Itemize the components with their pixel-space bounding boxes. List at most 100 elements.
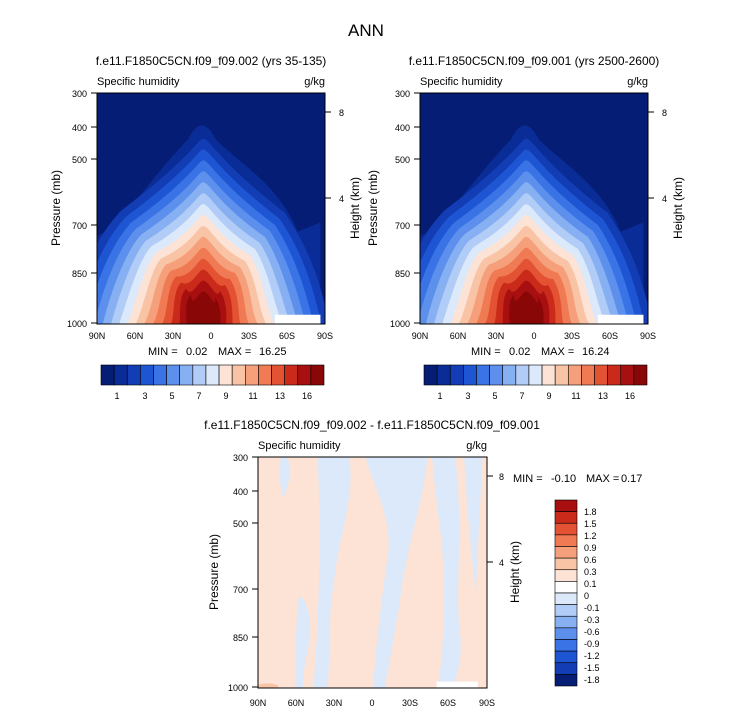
colorbar-swatch	[310, 364, 325, 386]
x-tick-label: 60N	[450, 331, 467, 341]
colorbar-swatch	[554, 604, 578, 617]
max-label: MAX =	[541, 346, 574, 358]
x-tick-label: 30S	[402, 698, 418, 708]
colorbar-swatch	[271, 364, 285, 386]
x-tick-label: 90N	[89, 331, 106, 341]
colorbar-swatch	[554, 499, 578, 512]
x-tick-label: 0	[531, 331, 536, 341]
min-value: -0.10	[551, 473, 576, 485]
y-axis-right: 8 4 Height (km)	[648, 108, 685, 239]
y-tick-label: 300	[72, 89, 87, 99]
x-tick-label: 60S	[602, 331, 618, 341]
contour-level	[509, 291, 544, 324]
colorbar-swatch	[284, 364, 299, 386]
colorbar-swatch	[633, 364, 648, 386]
colorbar-label: -0.6	[584, 627, 600, 637]
colorbar-swatch	[166, 364, 181, 386]
units-label: g/kg	[466, 440, 487, 452]
colorbar-swatch	[231, 364, 246, 386]
colorbar-swatch	[218, 364, 233, 386]
y-tick-label: 400	[72, 123, 87, 133]
y-axis-title: Pressure (mb)	[49, 170, 63, 246]
colorbar-swatch	[258, 364, 272, 386]
y-axis-right: 8 4 Height (km)	[325, 108, 362, 239]
x-tick-label: 90S	[479, 698, 495, 708]
x-tick-label: 90N	[412, 331, 429, 341]
difference-region	[258, 683, 279, 688]
colorbar-label: 16	[625, 391, 635, 401]
y-tick-label: 300	[233, 453, 248, 463]
colorbar-swatch	[140, 364, 154, 386]
colorbar-swatch	[153, 364, 167, 386]
colorbar	[100, 364, 325, 386]
x-axis: 90N 60N 30N 0 30S 60S 90S	[89, 331, 333, 341]
colorbar-label: 1	[114, 391, 119, 401]
y-tick-label: 700	[72, 221, 87, 231]
y-tick-right-label: 4	[339, 194, 344, 204]
colorbar-swatch	[594, 364, 608, 386]
x-tick-label: 90N	[250, 698, 267, 708]
colorbar-label: 5	[492, 391, 497, 401]
contour-field	[97, 93, 325, 324]
missing-data-region	[436, 681, 478, 688]
colorbar-swatch	[620, 364, 635, 386]
difference-region	[313, 457, 351, 688]
min-max-readout: MIN = -0.10 MAX = 0.17	[513, 473, 642, 485]
colorbar-swatch	[554, 522, 578, 536]
colorbar-swatch	[554, 627, 578, 640]
colorbar-swatch	[554, 569, 578, 582]
colorbar-swatch	[554, 662, 578, 675]
colorbar-swatch	[581, 364, 595, 386]
colorbar-label: 11	[248, 391, 257, 401]
colorbar-labels: 1 3 5 7 9 11 13 16	[437, 391, 635, 401]
difference-region	[432, 457, 461, 688]
x-tick-label: 60S	[440, 698, 456, 708]
difference-region	[464, 457, 483, 596]
difference-region	[365, 457, 428, 688]
y-axis-left: 300 400 500 700 850 1000 Pressure (mb)	[366, 89, 420, 329]
y-tick-label: 500	[233, 519, 248, 529]
colorbar-swatch	[113, 364, 128, 386]
colorbar-swatch	[515, 364, 530, 386]
colorbar-label: 0	[584, 591, 589, 601]
max-label: MAX =	[586, 473, 619, 485]
panel-difference: f.e11.F1850C5CN.f09_f09.002 - f.e11.F185…	[204, 418, 642, 708]
y-axis-right: 8 4 Height (km)	[487, 472, 522, 603]
x-tick-label: 60N	[288, 698, 305, 708]
colorbar-swatch	[554, 511, 578, 524]
panel-title: f.e11.F1850C5CN.f09_f09.002 (yrs 35-135)	[96, 54, 327, 68]
x-tick-label: 0	[208, 331, 213, 341]
y-tick-label: 1000	[228, 683, 248, 693]
colorbar-label: -0.3	[584, 615, 600, 625]
max-value: 0.17	[621, 473, 642, 485]
colorbar-swatch	[554, 534, 578, 547]
max-label: MAX =	[218, 346, 251, 358]
variable-label: Specific humidity	[420, 76, 503, 88]
panel-title: f.e11.F1850C5CN.f09_f09.001 (yrs 2500-26…	[409, 54, 660, 68]
colorbar-label: -0.1	[584, 603, 600, 613]
colorbar-swatch	[554, 592, 578, 605]
colorbar-label: -1.2	[584, 651, 600, 661]
y-tick-right-label: 8	[662, 108, 667, 118]
y-axis-left: 300 400 500 700 850 1000 Pressure (mb)	[207, 453, 258, 693]
y-axis-title: Pressure (mb)	[366, 170, 380, 246]
x-tick-label: 30N	[326, 698, 343, 708]
colorbar-swatch	[554, 674, 578, 687]
colorbar-labels: 1 3 5 7 9 11 13 16	[114, 391, 312, 401]
colorbar-swatch	[607, 364, 622, 386]
y-tick-label: 850	[233, 633, 248, 643]
colorbar-label: 3	[465, 391, 470, 401]
x-tick-label: 30N	[165, 331, 182, 341]
max-value: 16.24	[582, 346, 610, 358]
colorbar-swatch	[567, 364, 582, 386]
colorbar-swatch	[502, 364, 517, 386]
y-axis-title: Pressure (mb)	[207, 534, 221, 610]
colorbar-swatch	[554, 639, 578, 652]
x-tick-label: 30S	[564, 331, 580, 341]
units-label: g/kg	[627, 76, 648, 88]
colorbar-label: 1.8	[584, 507, 597, 517]
min-max-readout: MIN = 0.02 MAX = 16.24	[471, 346, 610, 358]
y-tick-label: 700	[233, 585, 248, 595]
x-axis: 90N 60N 30N 0 30S 60S 90S	[250, 698, 495, 708]
